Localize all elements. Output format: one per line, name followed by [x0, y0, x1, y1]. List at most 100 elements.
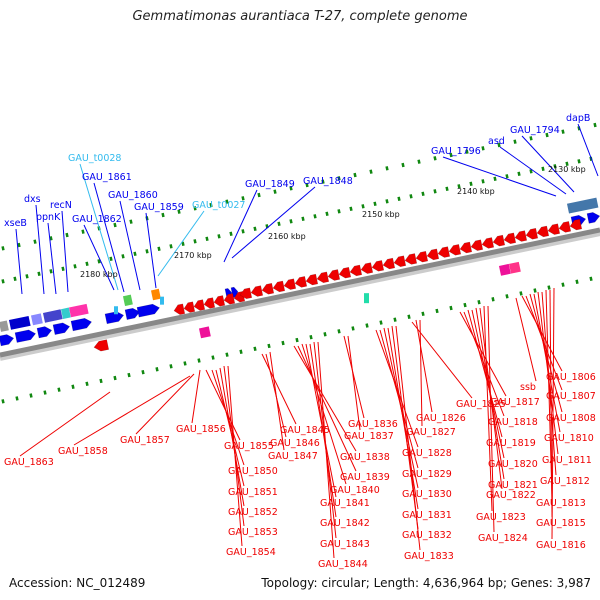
scale-tick-inner: [379, 320, 383, 325]
reverse-gene-label: GAU_1853: [228, 527, 278, 538]
forward-gene-label: GAU_1794: [510, 125, 560, 136]
reverse-gene-label: GAU_1821: [488, 480, 538, 491]
scale-tick-outer: [449, 152, 453, 158]
scale-tick-inner: [421, 311, 425, 317]
reverse-gene: [415, 250, 429, 263]
forward-leader-line: [15, 228, 23, 295]
reverse-leader-line: [387, 327, 419, 510]
scale-tick-inner: [85, 381, 89, 387]
reverse-gene: [305, 273, 319, 286]
forward-gene: [36, 326, 53, 339]
forward-gene-label: ppnK: [36, 212, 61, 223]
reverse-leader-line: [309, 343, 337, 518]
reverse-gene: [360, 262, 374, 274]
reverse-gene: [525, 227, 539, 240]
forward-gene-label: GAU_1860: [108, 190, 158, 201]
reverse-gene-label: GAU_1831: [402, 510, 452, 521]
reverse-gene: [459, 241, 473, 254]
reverse-leader-line: [411, 321, 473, 399]
feature-box: [508, 261, 521, 274]
feature-box: [68, 303, 89, 318]
scale-tick-outer: [337, 176, 341, 181]
scale-tick-outer: [321, 179, 325, 184]
scale-label: 2150 kbp: [362, 210, 400, 219]
scale-label: 2160 kbp: [268, 232, 306, 241]
scale-tick: [349, 206, 353, 212]
reverse-leader-line: [19, 391, 111, 457]
scale-tick-inner: [561, 282, 565, 287]
scale-tick: [481, 179, 485, 184]
scale-tick: [505, 174, 509, 179]
scale-tick: [397, 196, 401, 202]
reverse-gene: [503, 232, 517, 245]
scale-tick-outer: [273, 189, 277, 194]
forward-gene: [70, 317, 92, 332]
reverse-gene-label: GAU_1806: [546, 372, 596, 383]
reverse-leader-line: [419, 319, 423, 427]
reverse-gene: [404, 253, 418, 265]
reverse-gene-label: GAU_1819: [486, 438, 536, 449]
scale-tick: [517, 171, 521, 177]
reverse-gene: [470, 239, 484, 251]
scale-tick-inner: [505, 294, 509, 299]
scale-tick-outer: [209, 202, 213, 208]
scale-tick-outer: [417, 159, 421, 164]
reverse-gene: [338, 266, 352, 279]
reverse-gene: [569, 218, 583, 231]
feature-box: [364, 293, 369, 304]
scale-tick-inner: [1, 399, 5, 404]
scale-label: 2180 kbp: [80, 270, 118, 279]
feature-box: [150, 288, 161, 301]
scale-tick: [325, 211, 329, 217]
reverse-gene-label: GAU_1824: [478, 533, 528, 544]
forward-gene: [124, 307, 141, 320]
reverse-leader-line: [227, 365, 243, 547]
forward-leader-line: [157, 210, 205, 277]
scale-tick-outer: [33, 239, 37, 244]
scale-tick-inner: [253, 346, 257, 352]
reverse-gene-label: GAU_1852: [228, 507, 278, 518]
scale-tick: [37, 271, 41, 277]
forward-gene-label: xseB: [4, 218, 27, 229]
reverse-gene-label: GAU_1838: [340, 452, 390, 463]
reverse-gene: [437, 246, 451, 258]
scale-tick: [445, 186, 449, 192]
forward-gene-label: dapB: [566, 113, 590, 124]
forward-leader-line: [61, 210, 69, 293]
reverse-gene-label: GAU_1858: [58, 446, 108, 457]
forward-gene-label: GAU_1796: [431, 146, 481, 157]
scale-label: 2130 kbp: [548, 165, 586, 174]
forward-gene-label: GAU_1859: [134, 202, 184, 213]
forward-gene-label: GAU_t0027: [192, 200, 245, 211]
scale-tick: [133, 251, 137, 257]
reverse-gene-label: GAU_1816: [536, 540, 586, 551]
scale-tick: [181, 241, 185, 247]
scale-tick-outer: [481, 146, 485, 151]
feature-box: [198, 326, 211, 339]
reverse-gene-label: GAU_1841: [320, 498, 370, 509]
reverse-gene-label: GAU_1843: [320, 539, 370, 550]
reverse-leader-line: [297, 345, 357, 472]
forward-gene: [52, 322, 71, 335]
reverse-gene: [239, 287, 253, 300]
reverse-gene-label: GAU_1846: [270, 438, 320, 449]
reverse-gene: [327, 269, 341, 281]
reverse-leader-line: [415, 319, 433, 413]
scale-tick-inner: [323, 332, 327, 337]
reverse-gene-label: GAU_1817: [490, 397, 540, 408]
reverse-gene: [558, 221, 572, 233]
scale-tick-inner: [15, 396, 19, 401]
reverse-gene: [448, 244, 462, 256]
scale-tick-outer: [545, 132, 549, 138]
scale-tick-outer: [225, 199, 229, 204]
scale-tick: [1, 279, 5, 284]
forward-leader-line: [83, 224, 115, 291]
feature-box: [8, 315, 31, 330]
scale-tick: [553, 164, 557, 169]
reverse-gene-label: GAU_1832: [402, 530, 452, 541]
trna-gene: [114, 306, 118, 315]
scale-tick: [61, 266, 65, 272]
scale-tick-outer: [193, 206, 197, 211]
